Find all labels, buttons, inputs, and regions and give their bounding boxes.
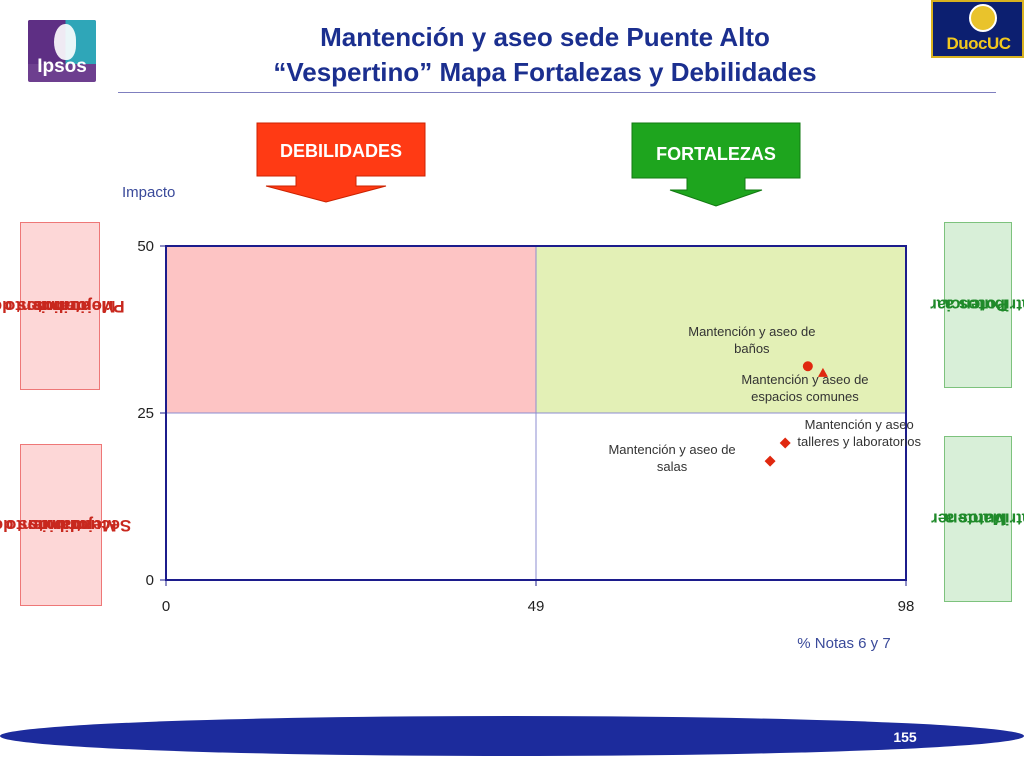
duoc-seal-icon — [969, 4, 997, 32]
data-point-label: Mantención y aseo de baños — [688, 324, 815, 356]
slide-title-line2: “Vespertino” Mapa Fortalezas y Debilidad… — [273, 57, 817, 87]
side-box-mantener: atributos a Mantener — [931, 436, 1024, 602]
quadrant-debilidades — [166, 246, 536, 413]
quadrant-fortalezas — [536, 246, 906, 413]
strength-weakness-chart: DEBILIDADES FORTALEZAS 0 25 50 0 49 98 Mante… — [122, 122, 921, 652]
x-tick-label: 49 — [528, 598, 545, 615]
ipsos-logo-text: Ipsos — [37, 56, 87, 77]
duoc-logo-text: DuocUC — [946, 34, 1011, 53]
debilidades-arrow: DEBILIDADES — [256, 122, 426, 203]
data-point-marker — [817, 367, 828, 377]
side-box-potenciar: atributos a Potenciar — [930, 222, 1024, 388]
fortalezas-label: FORTALEZAS — [656, 144, 776, 164]
data-point-label: Mantención y aseo talleres y laboratorios — [797, 417, 921, 449]
slide-title-line1: Mantención y aseo sede Puente Alto — [320, 22, 770, 52]
data-point-label: Mantención y aseo de salas — [608, 442, 735, 474]
data-point-marker — [764, 455, 776, 467]
data-point-marker — [779, 437, 791, 449]
duoc-logo: DuocUC — [931, 0, 1024, 58]
fortalezas-arrow: FORTALEZAS — [631, 122, 801, 207]
data-point-marker — [802, 361, 813, 372]
page-number: 155 — [893, 729, 917, 745]
x-axis-label: % Notas 6 y 7 — [797, 635, 890, 652]
y-tick-label: 50 — [137, 238, 154, 255]
data-point-label: Mantención y aseo de espacios comunes — [741, 372, 868, 404]
footer-band — [0, 716, 1024, 756]
x-tick-label: 98 — [898, 598, 915, 615]
y-axis-label: Impacto — [122, 184, 175, 201]
y-tick-label: 0 — [146, 572, 154, 589]
side-box-prioritarios: atributos de Mejoramiento Prioritarios — [0, 222, 124, 390]
side-box-secundarios: atributos de Mejoramiento Secundarios — [0, 444, 131, 606]
ipsos-logo: Ipsos — [28, 20, 96, 82]
debilidades-label: DEBILIDADES — [280, 141, 402, 161]
title-divider — [118, 92, 996, 93]
x-tick-label: 0 — [162, 598, 170, 615]
y-tick-label: 25 — [137, 405, 154, 422]
